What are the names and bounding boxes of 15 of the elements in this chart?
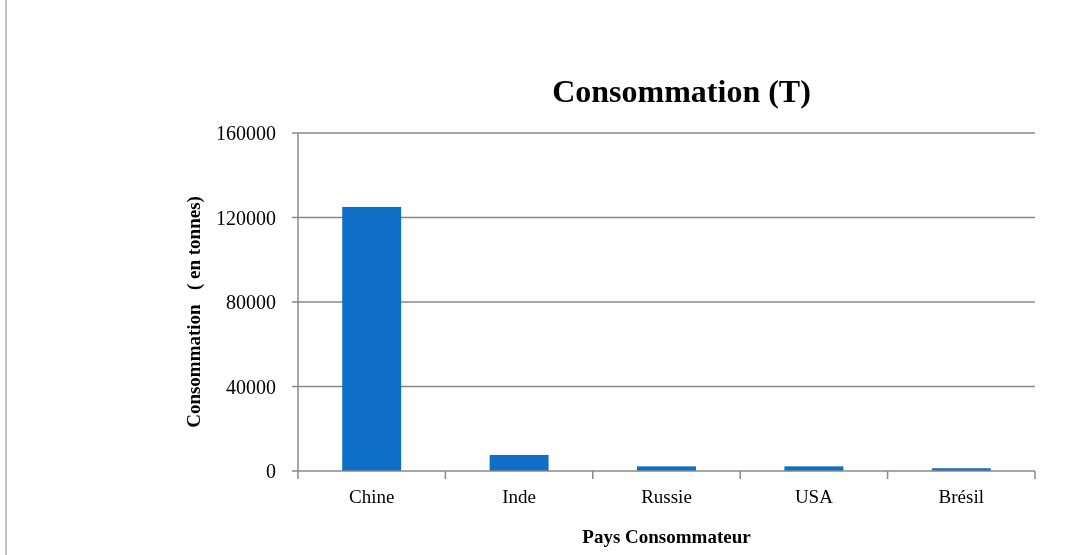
bar	[342, 206, 402, 471]
x-tick-label: Brésil	[938, 486, 984, 507]
x-tick-label: USA	[794, 486, 834, 507]
y-tick-label: 0	[266, 460, 276, 482]
bar	[489, 454, 549, 471]
x-tick-label: Russie	[641, 486, 692, 507]
y-tick-label: 40000	[226, 375, 276, 398]
x-tick-label: Chine	[349, 486, 395, 507]
y-tick-label: 120000	[216, 206, 276, 229]
x-tick-label: Inde	[502, 486, 536, 507]
x-axis-title: Pays Consommateur	[582, 526, 752, 547]
y-axis-title: Consommation ( en tonnes)	[183, 196, 205, 428]
y-tick-label: 160000	[216, 122, 276, 144]
chart-title: Consommation (T)	[552, 73, 811, 109]
y-tick-label: 80000	[226, 291, 276, 313]
